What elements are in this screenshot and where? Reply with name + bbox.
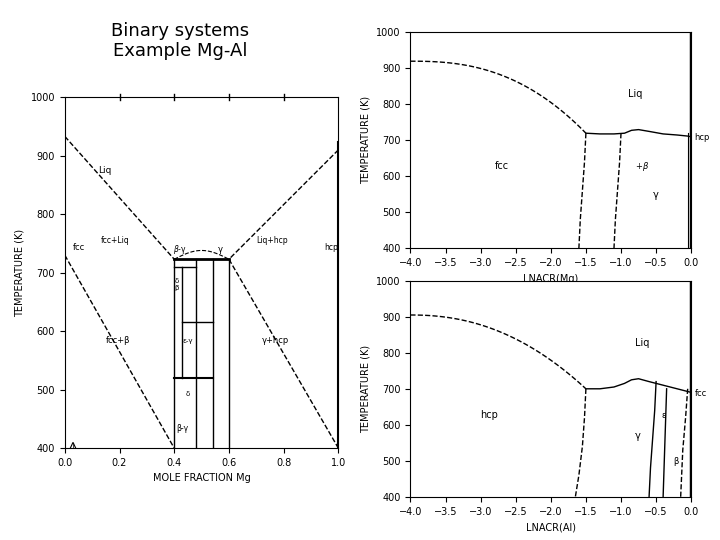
Text: fcc: fcc bbox=[495, 161, 509, 171]
Text: fcc: fcc bbox=[73, 244, 85, 253]
X-axis label: MOLE FRACTION Mg: MOLE FRACTION Mg bbox=[153, 474, 251, 483]
Text: γ: γ bbox=[218, 245, 223, 254]
Text: hcp: hcp bbox=[481, 410, 498, 420]
Text: β-γ: β-γ bbox=[176, 424, 189, 433]
Text: β: β bbox=[674, 457, 679, 467]
Text: Liq: Liq bbox=[635, 338, 649, 348]
Y-axis label: TEMPERATURE (K): TEMPERATURE (K) bbox=[15, 228, 25, 317]
Y-axis label: TEMPERATURE (K): TEMPERATURE (K) bbox=[361, 96, 371, 185]
Text: δ: δ bbox=[186, 390, 190, 396]
Text: Binary systems
Example Mg-Al: Binary systems Example Mg-Al bbox=[111, 22, 249, 60]
X-axis label: LNACR(Al): LNACR(Al) bbox=[526, 522, 576, 532]
Text: γ+hcp: γ+hcp bbox=[262, 336, 289, 345]
Text: ε-γ: ε-γ bbox=[183, 338, 193, 344]
Text: hcp: hcp bbox=[695, 133, 710, 143]
Text: δ
β: δ β bbox=[175, 278, 179, 291]
Text: γ: γ bbox=[635, 431, 641, 441]
Text: Liq: Liq bbox=[628, 89, 642, 99]
Text: fcc+Liq: fcc+Liq bbox=[100, 237, 129, 246]
Y-axis label: TEMPERATURE (K): TEMPERATURE (K) bbox=[361, 345, 371, 433]
Text: fcc+β: fcc+β bbox=[106, 336, 130, 345]
Text: Liq+hcp: Liq+hcp bbox=[256, 237, 288, 246]
Text: ε: ε bbox=[662, 410, 666, 420]
Text: hcp: hcp bbox=[325, 244, 338, 253]
X-axis label: LNACR(Mg): LNACR(Mg) bbox=[523, 274, 578, 284]
Text: $\beta$-γ: $\beta$-γ bbox=[173, 243, 186, 256]
Text: fcc: fcc bbox=[695, 389, 707, 398]
Text: Liq: Liq bbox=[98, 166, 111, 176]
Text: γ: γ bbox=[652, 190, 659, 200]
Text: +$\beta$: +$\beta$ bbox=[635, 160, 649, 173]
